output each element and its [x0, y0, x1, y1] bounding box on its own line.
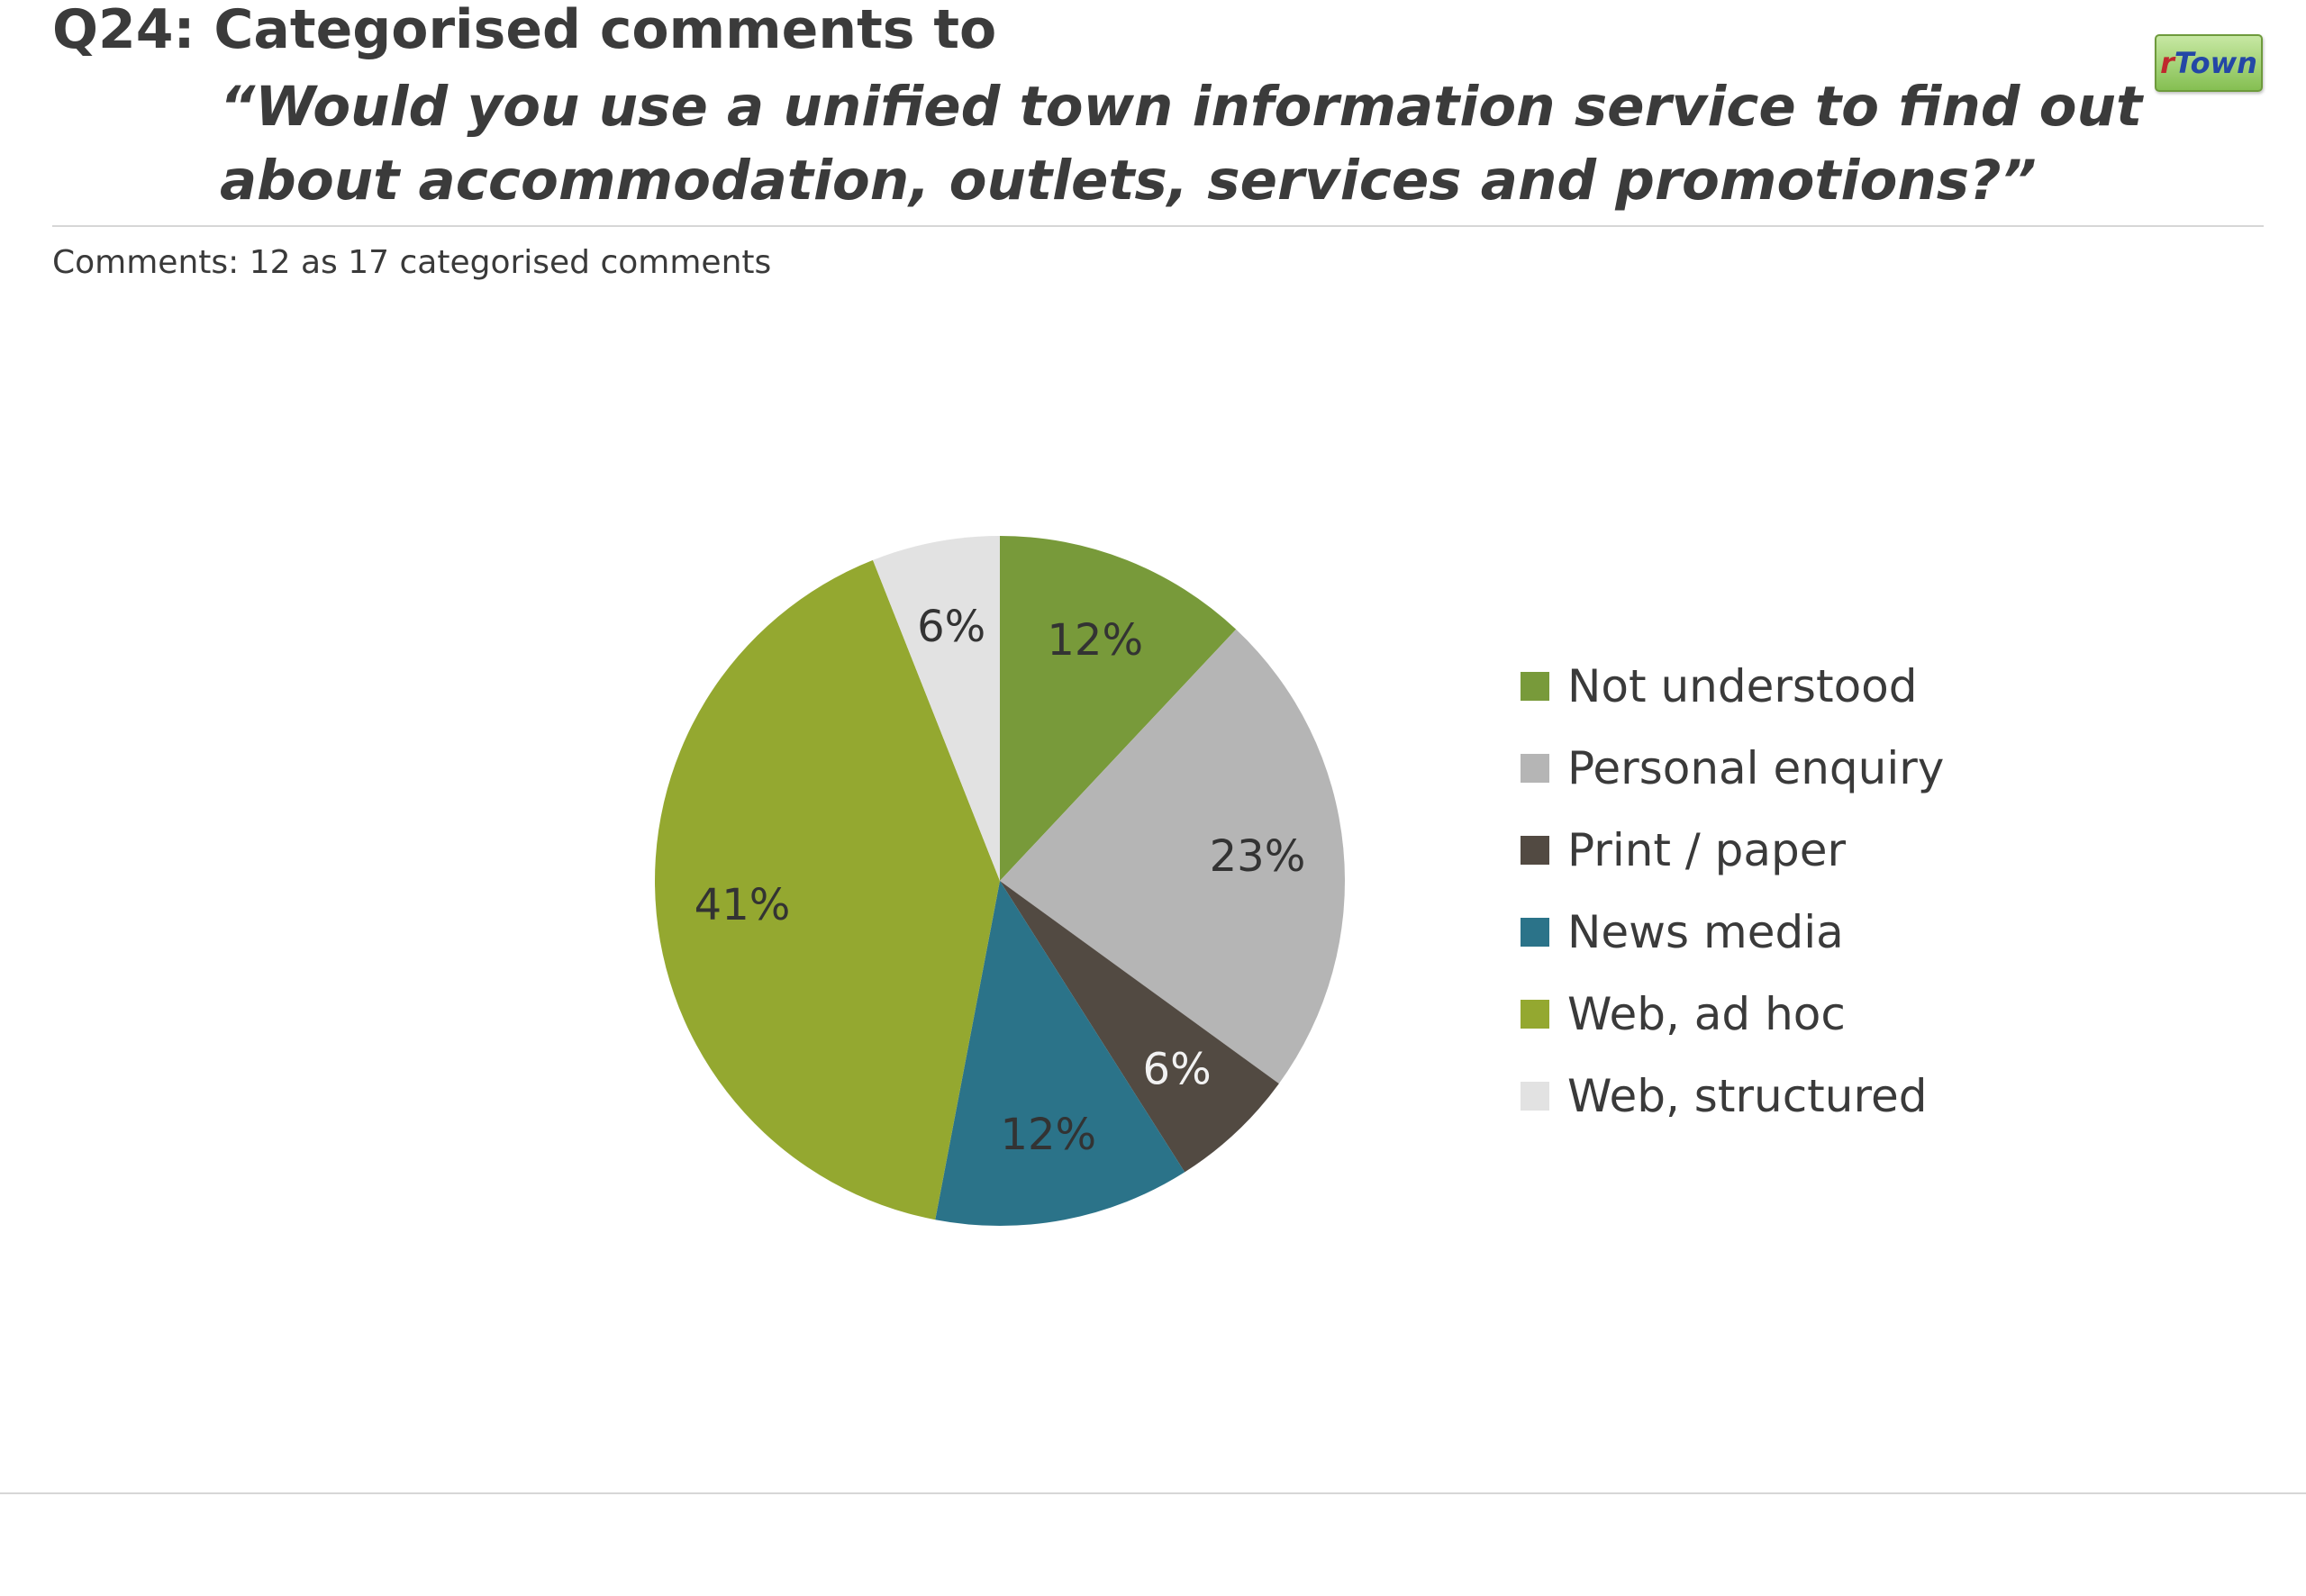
legend-swatch — [1521, 753, 1549, 783]
legend-label: Web, ad hoc — [1567, 987, 1846, 1040]
page-title: Q24: Categorised comments to — [52, 0, 997, 61]
legend-item: Web, ad hoc — [1521, 973, 1944, 1055]
survey-question-line-1: “Would you use a unified town informatio… — [220, 75, 2143, 139]
legend-item: News media — [1521, 891, 1944, 973]
chart-legend: Not understood Personal enquiry Print / … — [1521, 645, 1944, 1137]
legend-item: Print / paper — [1521, 809, 1944, 891]
legend-swatch — [1521, 1081, 1549, 1111]
pie-slice-web-ad-hoc — [655, 559, 1000, 1220]
pie-data-label: 12% — [1000, 1110, 1096, 1160]
pie-data-label: 6% — [1143, 1044, 1212, 1094]
pie-slice-not-understood — [1000, 536, 1237, 881]
header-divider — [52, 225, 2264, 227]
pie-data-label: 6% — [917, 602, 985, 652]
pie-slices — [655, 536, 1345, 1227]
survey-question-line-2: about accommodation, outlets, services a… — [220, 149, 2037, 213]
pie-slice-personal-enquiry — [1000, 629, 1345, 1084]
footer-divider — [0, 1492, 2306, 1494]
survey-question: “Would you use a unified town informatio… — [220, 70, 2142, 218]
legend-label: Print / paper — [1567, 823, 1847, 876]
legend-label: Personal enquiry — [1567, 741, 1945, 794]
legend-item: Web, structured — [1521, 1055, 1944, 1137]
pie-slice-news-media — [935, 881, 1185, 1227]
legend-item: Personal enquiry — [1521, 727, 1944, 809]
comments-note: Comments: 12 as 17 categorised comments — [52, 244, 772, 281]
legend-swatch — [1521, 671, 1549, 701]
legend-swatch — [1521, 917, 1549, 947]
legend-label: Not understood — [1567, 659, 1918, 712]
pie-data-label: 41% — [695, 880, 791, 930]
legend-swatch — [1521, 835, 1549, 865]
pie-data-labels: 12% 23% 6% 12% 41% 6% — [695, 602, 1306, 1160]
logo-text: Town — [2174, 46, 2257, 80]
pie-slice-web-structured — [873, 536, 1000, 881]
pie-data-label: 12% — [1047, 615, 1143, 666]
logo-prefix: r — [2160, 46, 2174, 80]
legend-label: Web, structured — [1567, 1069, 1928, 1122]
legend-item: Not understood — [1521, 645, 1944, 727]
pie-slice-print-paper — [1000, 881, 1279, 1173]
legend-label: News media — [1567, 905, 1844, 958]
pie-data-label: 23% — [1210, 831, 1306, 882]
rtown-logo: r Town — [2155, 34, 2263, 92]
legend-swatch — [1521, 999, 1549, 1029]
